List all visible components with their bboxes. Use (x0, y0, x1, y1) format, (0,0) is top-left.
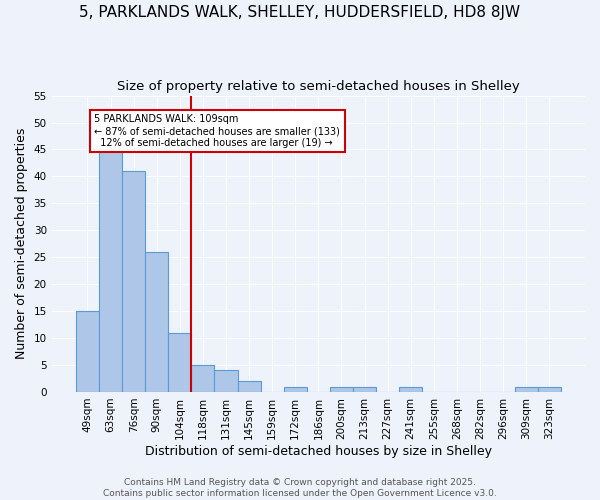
Bar (515, 386, 538, 392)
Text: 5, PARKLANDS WALK, SHELLEY, HUDDERSFIELD, HD8 8JW: 5, PARKLANDS WALK, SHELLEY, HUDDERSFIELD… (79, 5, 521, 20)
Bar (145, 252, 168, 392)
Title: Size of property relative to semi-detached houses in Shelley: Size of property relative to semi-detach… (117, 80, 520, 93)
Bar (399, 386, 422, 392)
Text: Contains HM Land Registry data © Crown copyright and database right 2025.
Contai: Contains HM Land Registry data © Crown c… (103, 478, 497, 498)
Bar (99, 150, 122, 392)
X-axis label: Distribution of semi-detached houses by size in Shelley: Distribution of semi-detached houses by … (145, 444, 492, 458)
Bar (168, 332, 191, 392)
Bar (76, 311, 99, 392)
Bar (191, 365, 214, 392)
Bar (353, 386, 376, 392)
Text: 5 PARKLANDS WALK: 109sqm
← 87% of semi-detached houses are smaller (133)
  12% o: 5 PARKLANDS WALK: 109sqm ← 87% of semi-d… (94, 114, 340, 148)
Bar (214, 370, 238, 392)
Bar (538, 386, 561, 392)
Bar (284, 386, 307, 392)
Y-axis label: Number of semi-detached properties: Number of semi-detached properties (15, 128, 28, 360)
Bar (238, 381, 260, 392)
Bar (122, 171, 145, 392)
Bar (330, 386, 353, 392)
